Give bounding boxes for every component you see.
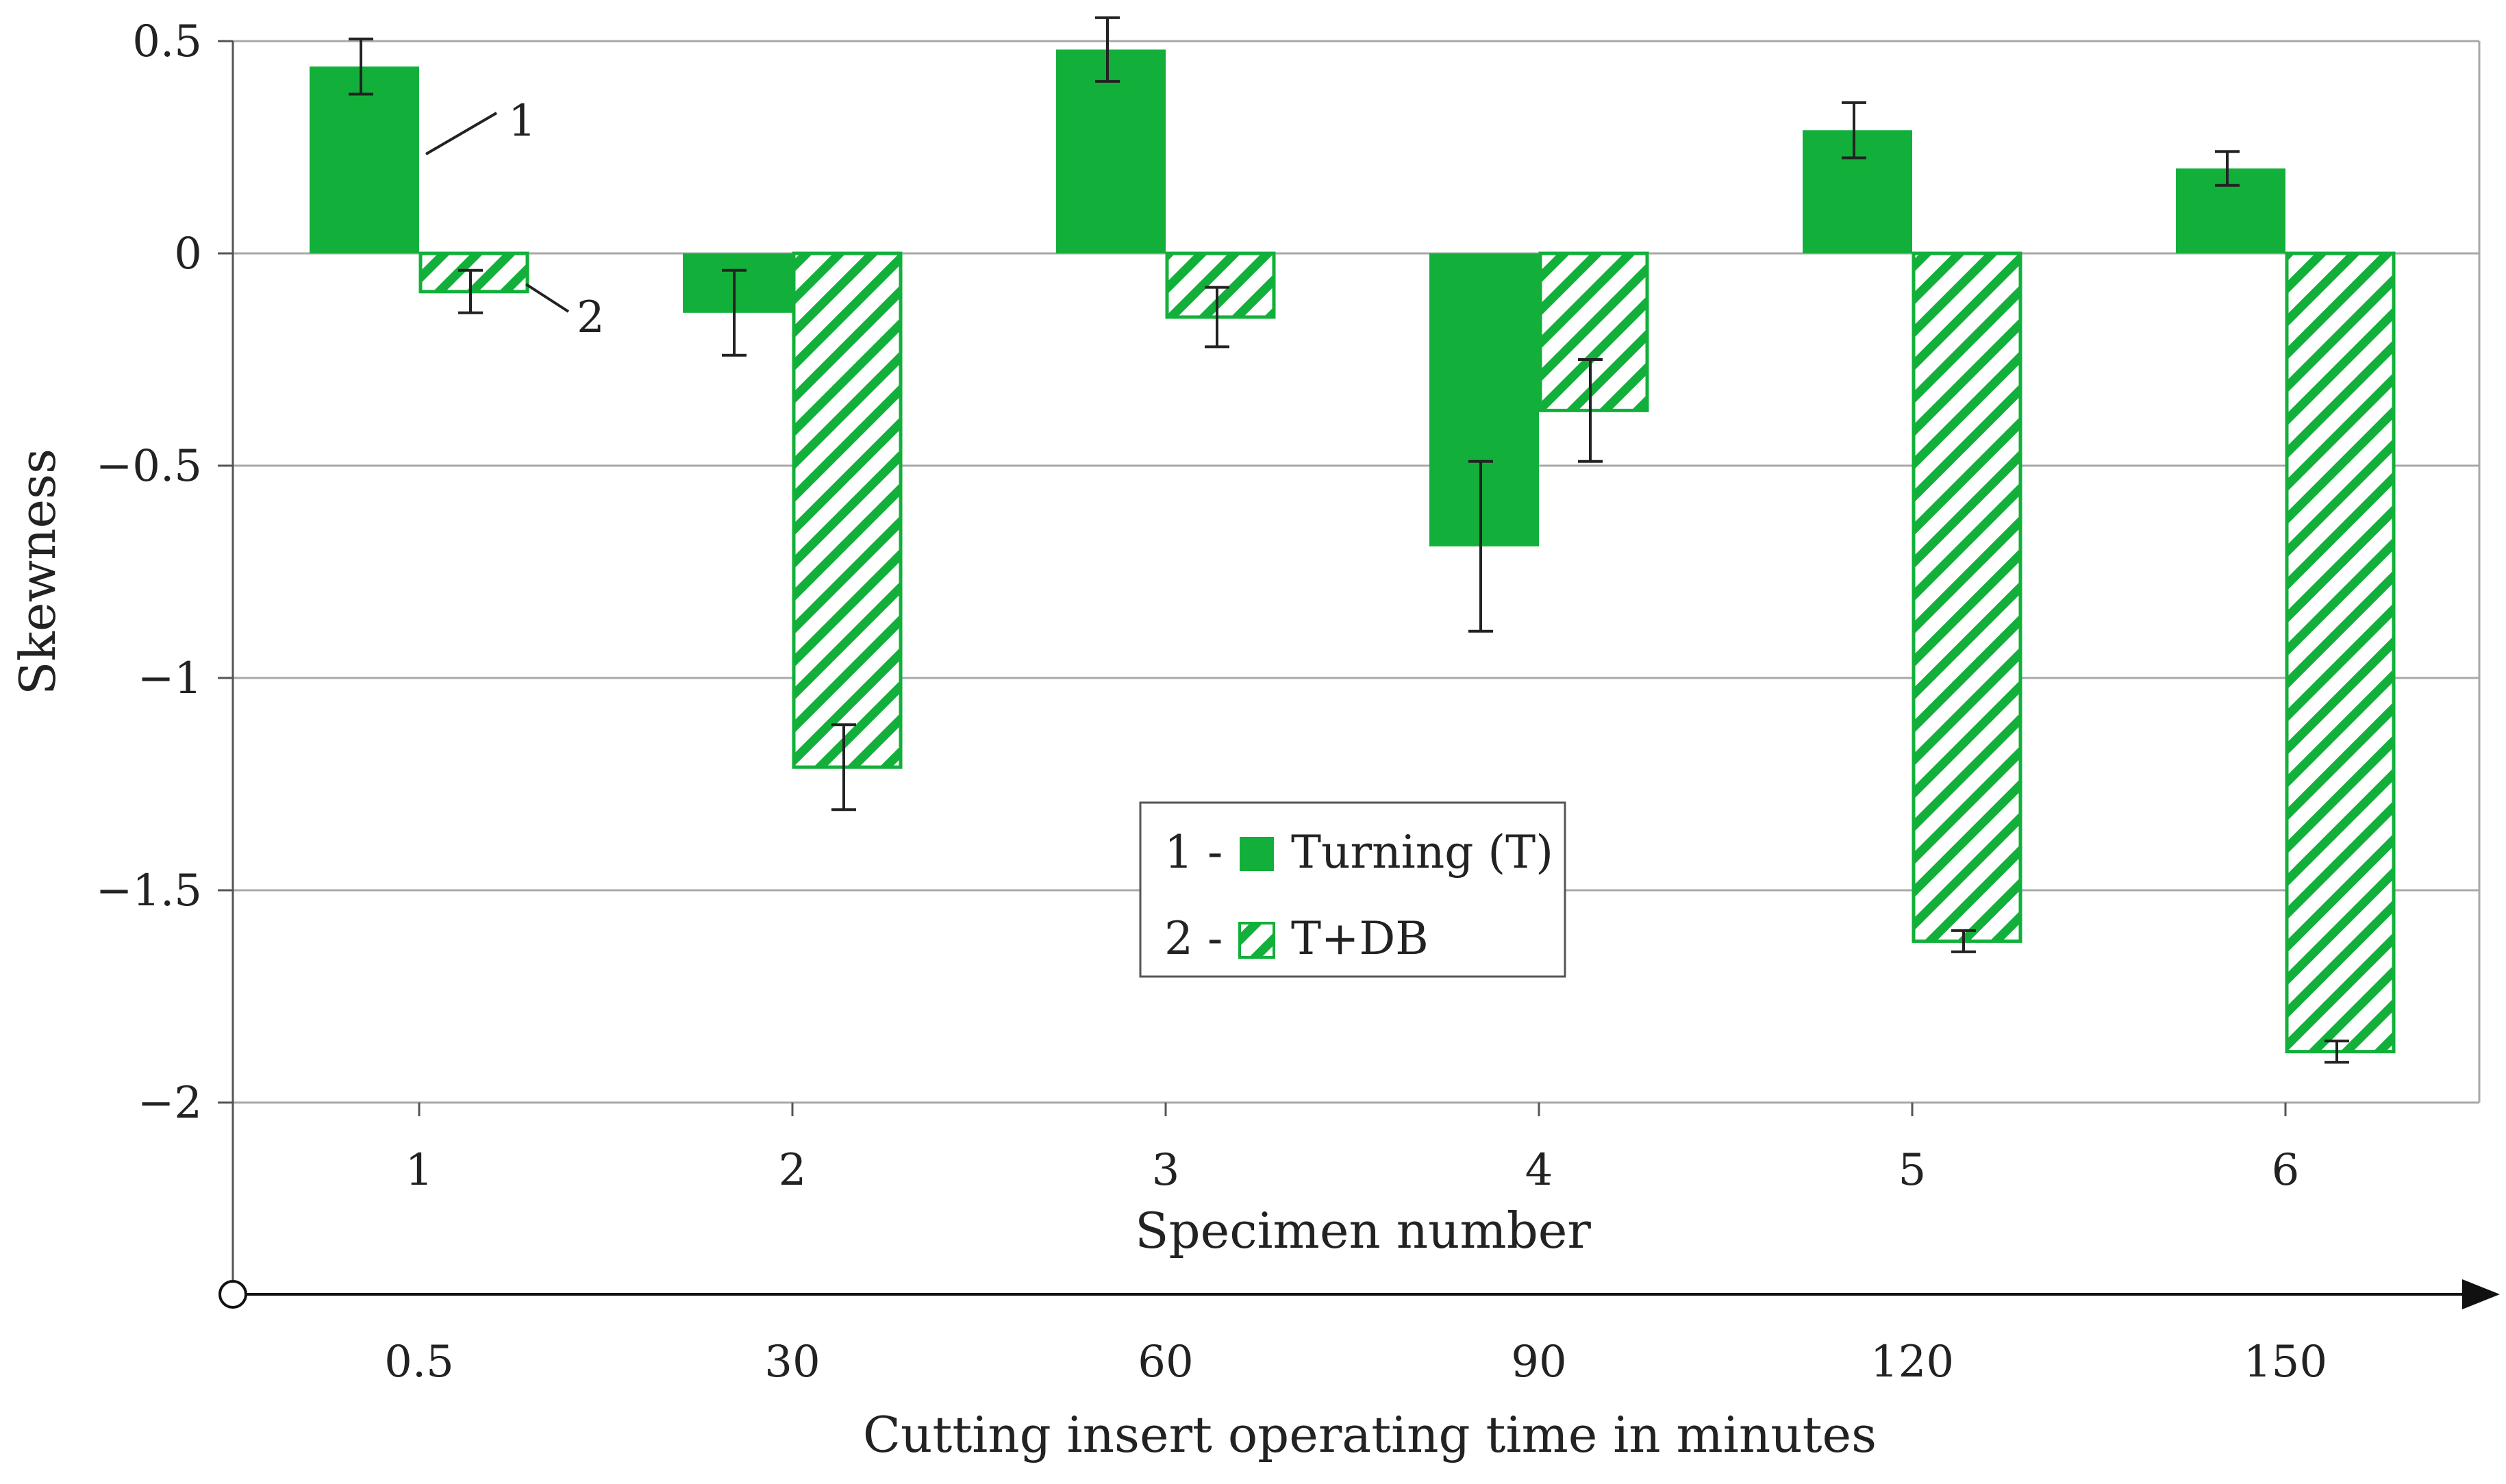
error-bar-series1-cat4 xyxy=(1468,460,1493,633)
y-tick-label-3: −1 xyxy=(138,653,202,704)
error-bar-series2-cat3 xyxy=(1205,286,1229,349)
bar-series2-cat6 xyxy=(2285,251,2396,1054)
legend-label-series-1: Turning (T) xyxy=(1291,826,1553,879)
time-tick-label-5: 150 xyxy=(2244,1337,2327,1387)
legend-prefix-series-1: 1 - xyxy=(1164,826,1223,879)
bar-series2-cat3 xyxy=(1165,251,1276,319)
bar-callouts: 1 2 xyxy=(425,96,605,343)
error-bar-series1-cat6 xyxy=(2215,150,2240,187)
bar-series2-cat1 xyxy=(418,251,529,294)
legend-frame xyxy=(1139,801,1566,978)
time-tick-label-2: 60 xyxy=(1138,1337,1193,1387)
y-tick-label-4: −1.5 xyxy=(96,866,202,916)
y-tick-label-1: 0 xyxy=(174,229,202,279)
legend-swatch-series-2 xyxy=(1238,922,1275,959)
error-bar-series2-cat2 xyxy=(831,723,856,812)
bar-series1-cat4 xyxy=(1429,253,1539,546)
y-tick-label-0: 0.5 xyxy=(132,16,202,67)
x-tick-label-6: 6 xyxy=(2272,1145,2300,1196)
bar-series1-cat6 xyxy=(2176,168,2285,253)
legend: 1 - Turning (T) 2 - T+DB xyxy=(1139,801,1566,978)
bar-series2-cat2 xyxy=(792,251,903,769)
bar-series1-cat2 xyxy=(683,253,792,313)
x-axis-title: Specimen number xyxy=(1135,1202,1591,1259)
time-tick-label-1: 30 xyxy=(764,1337,820,1387)
time-tick-label-4: 120 xyxy=(1870,1337,1954,1387)
bar-series1-cat1 xyxy=(310,66,419,253)
y-axis-title: Skewness xyxy=(9,449,66,695)
x-tick-label-2: 2 xyxy=(779,1145,807,1196)
callout-line-series-1 xyxy=(425,112,498,155)
y-tick-label-5: −2 xyxy=(138,1078,202,1129)
error-bar-series1-cat1 xyxy=(349,37,373,96)
secondary-x-axis-title: Cutting insert operating time in minutes xyxy=(863,1406,1877,1463)
error-bar-series2-cat6 xyxy=(2325,1040,2349,1064)
legend-label-series-2: T+DB xyxy=(1291,912,1429,965)
bar-series2-cat5 xyxy=(1912,251,2022,943)
callout-line-series-2 xyxy=(525,283,570,313)
time-tick-label-3: 90 xyxy=(1511,1337,1566,1387)
x-tick-label-5: 5 xyxy=(1899,1145,1927,1196)
callout-label-series-2: 2 xyxy=(577,292,605,343)
callout-label-series-1: 1 xyxy=(508,96,536,147)
error-bars xyxy=(349,16,2349,1064)
bar-series2-cat4 xyxy=(1538,251,1649,412)
bar-series1-cat5 xyxy=(1803,130,1912,253)
y-tick-label-2: −0.5 xyxy=(96,441,202,492)
error-bar-series1-cat2 xyxy=(722,268,747,357)
error-bar-series2-cat5 xyxy=(1951,929,1976,953)
axes: 0.5 0 −0.5 −1 −1.5 −2 1 2 3 4 5 6 0.5 30 60 90 120 150 xyxy=(96,16,2500,1387)
x-tick-label-1: 1 xyxy=(405,1145,434,1196)
x-tick-label-4: 4 xyxy=(1525,1145,1553,1196)
time-axis-arrow-icon xyxy=(2462,1279,2500,1309)
error-bar-series1-cat3 xyxy=(1095,16,1120,83)
time-axis-origin-icon xyxy=(218,1280,247,1309)
error-bar-series1-cat5 xyxy=(1842,101,1866,160)
x-tick-label-3: 3 xyxy=(1152,1145,1180,1196)
error-bar-series2-cat4 xyxy=(1578,358,1603,463)
error-bar-series2-cat1 xyxy=(458,268,483,314)
legend-swatch-series-1 xyxy=(1240,837,1274,871)
legend-prefix-series-2: 2 - xyxy=(1164,912,1223,965)
time-tick-label-0: 0.5 xyxy=(384,1337,454,1387)
bars xyxy=(310,49,2396,1054)
bar-series1-cat3 xyxy=(1056,49,1166,254)
